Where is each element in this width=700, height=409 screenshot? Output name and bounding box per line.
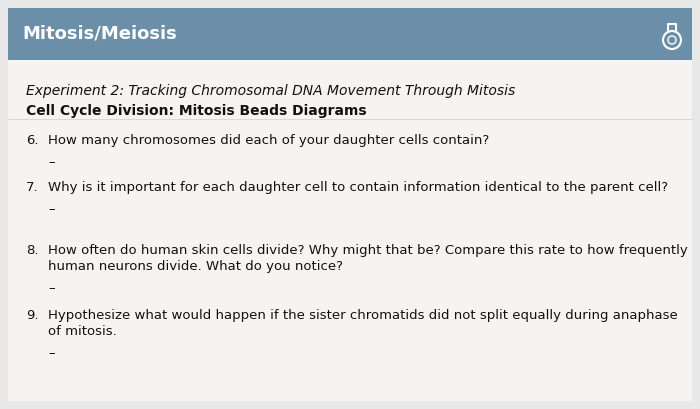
Text: Mitosis/Meiosis: Mitosis/Meiosis bbox=[22, 25, 176, 43]
Text: –: – bbox=[48, 282, 55, 295]
Text: of mitosis.: of mitosis. bbox=[48, 325, 117, 338]
Text: 7.: 7. bbox=[26, 181, 38, 194]
Text: How many chromosomes did each of your daughter cells contain?: How many chromosomes did each of your da… bbox=[48, 134, 489, 147]
Text: –: – bbox=[48, 347, 55, 360]
Text: human neurons divide. What do you notice?: human neurons divide. What do you notice… bbox=[48, 260, 343, 273]
Text: Hypothesize what would happen if the sister chromatids did not split equally dur: Hypothesize what would happen if the sis… bbox=[48, 309, 678, 322]
Text: 6.: 6. bbox=[26, 134, 38, 147]
Text: Why is it important for each daughter cell to contain information identical to t: Why is it important for each daughter ce… bbox=[48, 181, 668, 194]
Text: –: – bbox=[48, 156, 55, 169]
Text: How often do human skin cells divide? Why might that be? Compare this rate to ho: How often do human skin cells divide? Wh… bbox=[48, 244, 687, 257]
Text: Experiment 2: Tracking Chromosomal DNA Movement Through Mitosis: Experiment 2: Tracking Chromosomal DNA M… bbox=[26, 84, 515, 98]
Text: –: – bbox=[48, 203, 55, 216]
Text: 9.: 9. bbox=[26, 309, 38, 322]
Text: 8.: 8. bbox=[26, 244, 38, 257]
Text: Cell Cycle Division: Mitosis Beads Diagrams: Cell Cycle Division: Mitosis Beads Diagr… bbox=[26, 104, 367, 118]
Bar bbox=[8, 8, 692, 60]
